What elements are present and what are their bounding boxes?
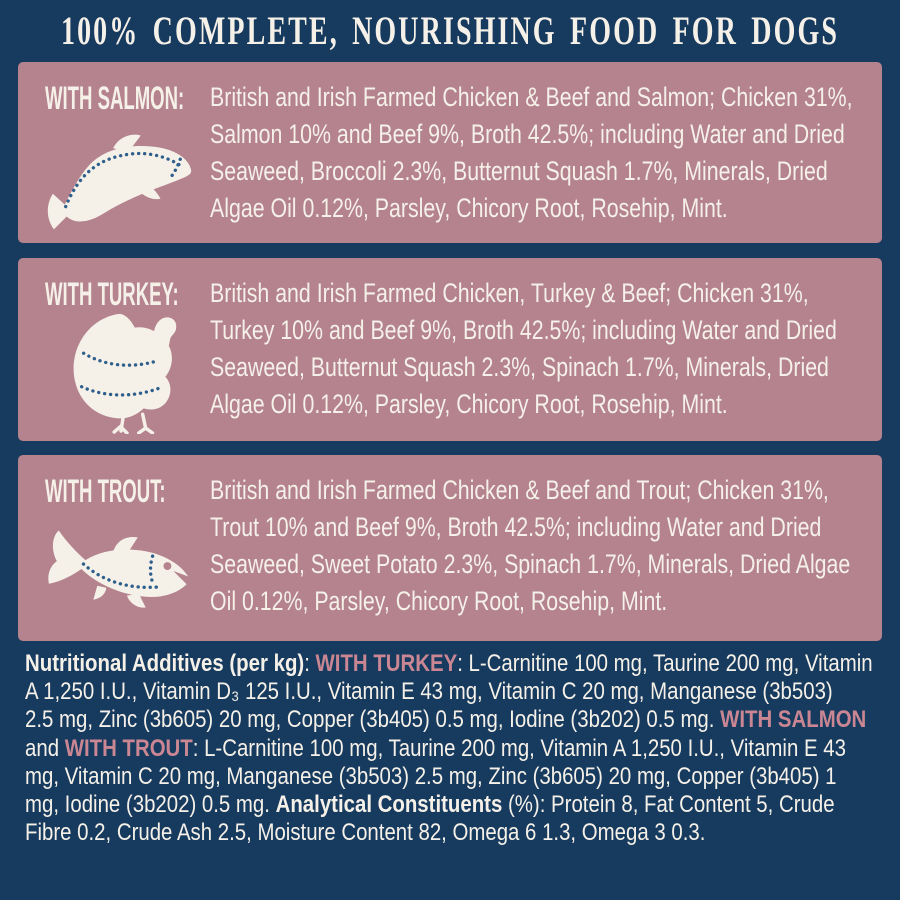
with-salmon-highlight: WITH SALMON — [720, 706, 867, 734]
turkey-icon — [73, 313, 177, 434]
analytical-constituents-heading: Analytical Constituents — [275, 791, 503, 819]
with-turkey-highlight: WITH TURKEY — [315, 650, 458, 677]
nutrition-paragraph: Nutritional Additives (per kg): WITH TUR… — [25, 650, 900, 847]
footer-segment: : L-Carnitine 100 mg, Taurine 200 mg, Vi… — [25, 734, 846, 819]
panel-salmon: WITH SALMON: British and Irish Farmed Ch… — [18, 62, 882, 243]
footer-segment: and — [25, 734, 60, 762]
salmon-icon — [47, 134, 192, 230]
panel-salmon-ingredients: British and Irish Farmed Chicken & Beef … — [210, 82, 853, 223]
nutritional-additives-heading: Nutritional Additives (per kg) — [25, 650, 305, 677]
footer-segment: : L-Carnitine 100 mg, Taurine 200 mg, Vi… — [25, 650, 873, 734]
footer-segment: (%): Protein 8, Fat Content 5, Crude Fib… — [25, 791, 835, 847]
panel-turkey-label: WITH TURKEY: — [45, 276, 179, 312]
panel-turkey-ingredients: British and Irish Farmed Chicken, Turkey… — [210, 278, 837, 419]
panel-turkey: WITH TURKEY: British and Irish Farmed Ch… — [18, 258, 882, 441]
panel-trout-ingredients: British and Irish Farmed Chicken & Beef … — [210, 475, 851, 616]
trout-icon — [48, 530, 193, 608]
with-trout-highlight: WITH TROUT — [64, 734, 193, 762]
footer-segment: : — [304, 650, 316, 677]
panel-salmon-label: WITH SALMON: — [45, 80, 185, 116]
page-title: 100% COMPLETE, NOURISHING FOOD FOR DOGS — [60, 8, 840, 53]
panel-trout: WITH TROUT: British and Irish Farmed Chi… — [18, 455, 882, 641]
panel-trout-label: WITH TROUT: — [45, 473, 166, 509]
